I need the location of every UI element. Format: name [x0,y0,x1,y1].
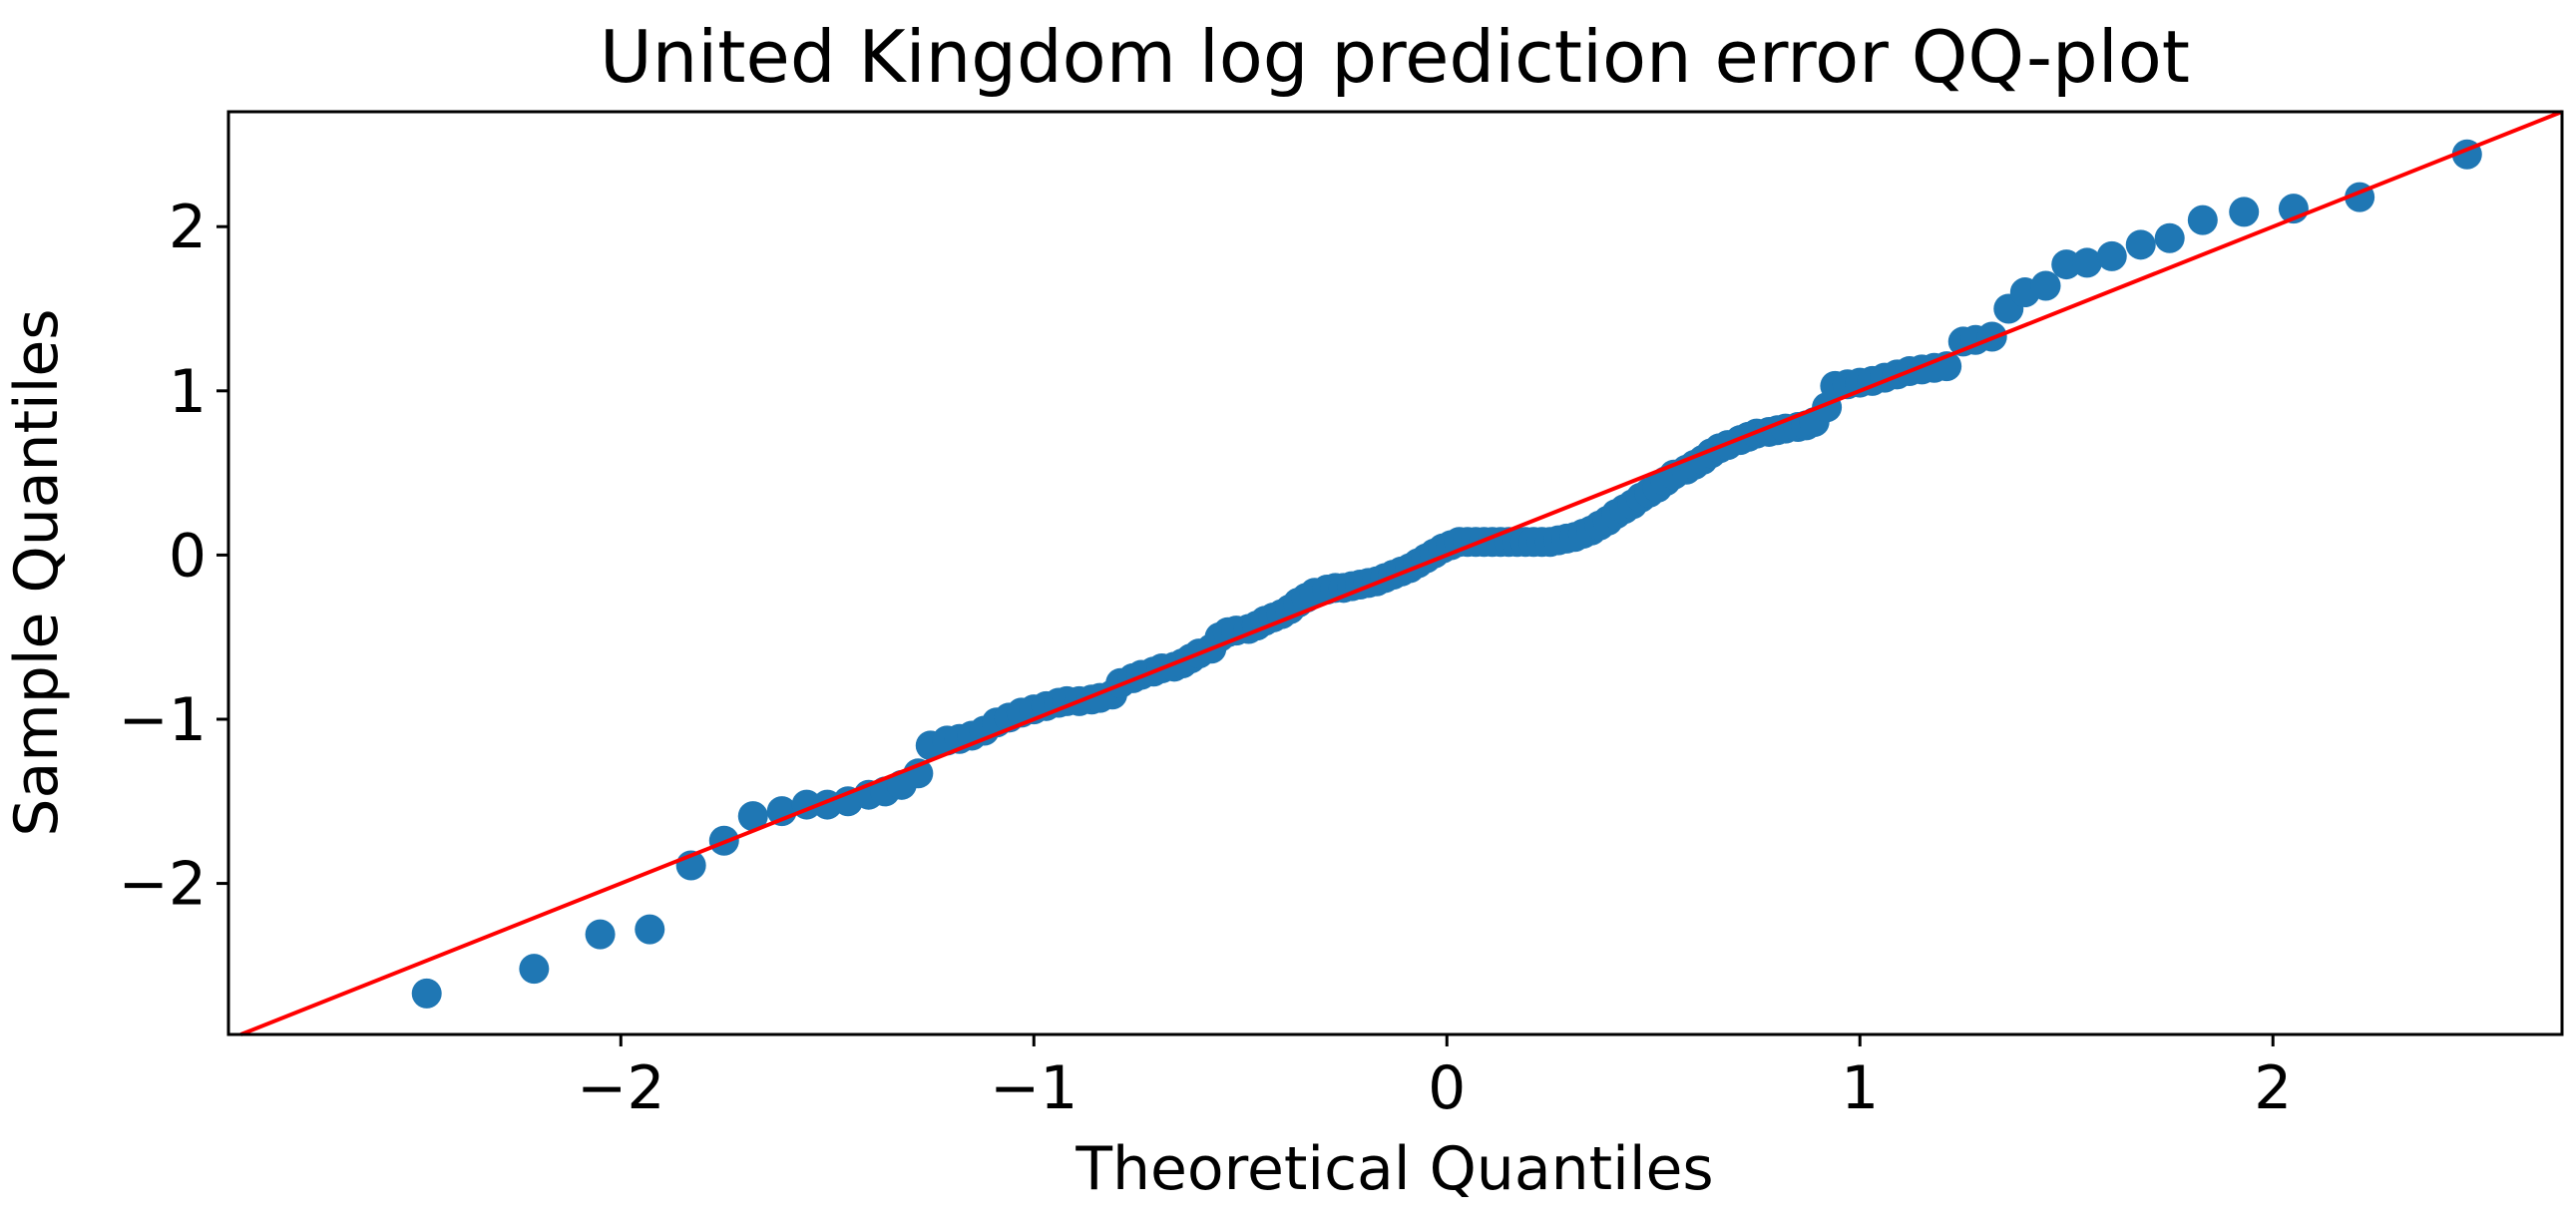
data-point [411,978,442,1009]
x-tick-label: 1 [1841,1053,1879,1123]
y-tick-label: −2 [119,850,207,920]
y-axis-label: Sample Quantiles [2,308,72,836]
x-tick-label: 0 [1428,1053,1466,1123]
data-point [2071,247,2102,278]
data-point [2154,222,2185,253]
y-tick-label: 2 [169,193,207,262]
data-point [2030,270,2061,301]
data-point [635,914,665,945]
x-axis-ticks: −2 −1 0 1 2 [577,1034,2292,1123]
x-tick-label: −2 [577,1053,664,1123]
y-tick-label: 1 [169,357,207,427]
data-point [737,801,768,832]
data-point [519,954,550,985]
data-point [2125,229,2156,260]
data-point [585,919,616,950]
data-point [2229,197,2260,227]
chart-title: United Kingdom log prediction error QQ-p… [600,15,2190,99]
data-point [766,796,797,827]
x-axis-label: Theoretical Quantiles [1074,1134,1713,1204]
x-tick-label: 2 [2254,1053,2292,1123]
data-point [2096,240,2127,271]
y-tick-label: −1 [119,685,207,755]
axes-frame [226,110,2564,1036]
reference-line [239,110,2563,1036]
y-tick-label: 0 [169,521,207,591]
x-tick-label: −1 [990,1053,1077,1123]
data-point [903,758,934,789]
plot-area [239,110,2563,1036]
data-point [2187,205,2218,235]
y-axis-ticks: −2 −1 0 1 2 [119,193,228,920]
